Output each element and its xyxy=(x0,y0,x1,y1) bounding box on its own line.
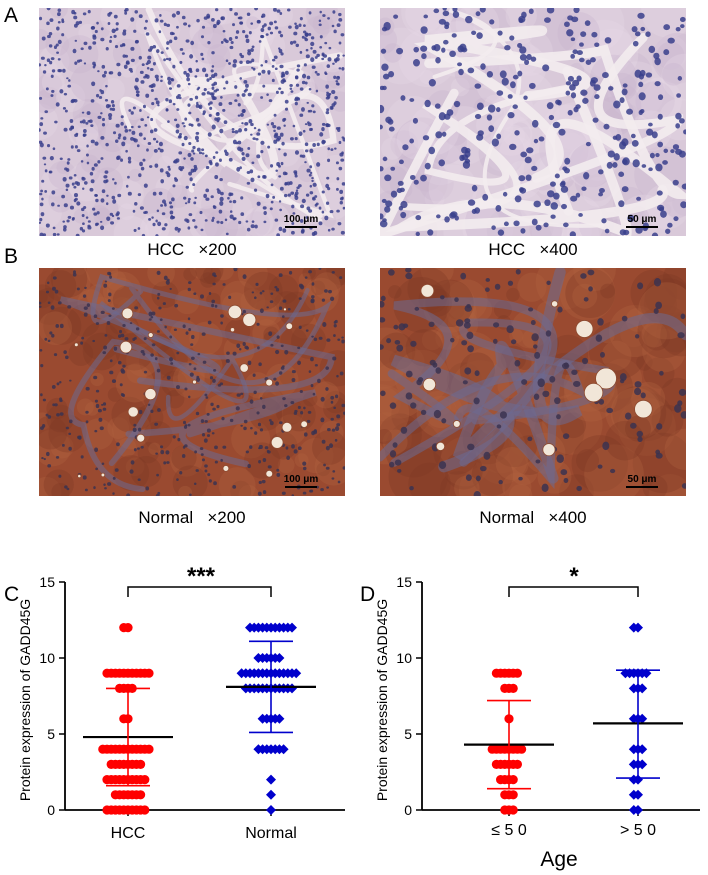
caption-normal-400: Normal ×400 xyxy=(479,508,587,527)
y-axis-label: Protein expression of GADD45G xyxy=(374,599,390,801)
data-point xyxy=(637,744,648,755)
micrograph-hcc-400: 50 μm xyxy=(380,8,686,236)
data-point xyxy=(508,683,518,694)
data-point xyxy=(628,805,639,815)
caption-hcc-400: HCC ×400 xyxy=(488,240,578,259)
panel-label-b: B xyxy=(4,245,19,268)
data-point xyxy=(496,775,506,785)
x-tick-label: > 5 0 xyxy=(620,822,656,839)
data-point xyxy=(628,683,639,694)
data-point xyxy=(508,790,518,800)
data-point xyxy=(628,744,639,755)
data-point xyxy=(517,744,527,754)
data-point xyxy=(491,668,501,678)
data-point xyxy=(274,713,285,724)
data-point xyxy=(144,668,154,678)
data-point xyxy=(278,744,289,755)
data-point xyxy=(512,759,523,770)
scale-bar: 100 μm xyxy=(284,474,319,488)
data-point xyxy=(508,805,518,815)
significance-bracket xyxy=(508,586,639,597)
data-point xyxy=(500,805,510,815)
x-axis-label: Age xyxy=(540,848,577,871)
data-point xyxy=(628,789,639,800)
data-point xyxy=(136,790,146,800)
data-point xyxy=(291,668,302,679)
data-point xyxy=(140,775,150,785)
y-tick-label: 0 xyxy=(47,802,55,818)
scale-bar-label: 100 μm xyxy=(284,474,319,485)
panel-label-c: C xyxy=(4,583,20,606)
data-point xyxy=(500,683,510,694)
significance-label: *** xyxy=(187,563,216,590)
x-tick-label: Normal xyxy=(245,825,297,842)
data-point xyxy=(102,775,112,785)
scale-bar-label: 50 μm xyxy=(628,474,657,485)
data-point xyxy=(500,790,510,800)
y-tick-label: 10 xyxy=(396,650,412,666)
data-point xyxy=(637,759,648,770)
data-point xyxy=(136,759,146,770)
y-tick-label: 10 xyxy=(39,650,55,666)
data-point xyxy=(287,622,297,633)
scale-bar: 50 μm xyxy=(626,214,658,228)
y-tick-label: 5 xyxy=(47,726,55,742)
y-tick-label: 0 xyxy=(404,802,412,818)
scale-bar: 100 μm xyxy=(284,214,319,228)
data-point xyxy=(253,744,264,755)
data-point xyxy=(236,668,247,679)
data-point xyxy=(266,805,276,815)
micrograph-hcc-200: 100 μm xyxy=(39,8,345,236)
data-point xyxy=(266,789,276,800)
y-tick-label: 15 xyxy=(396,574,412,590)
panel-label-d: D xyxy=(360,583,376,606)
data-point xyxy=(512,668,523,678)
data-point xyxy=(102,805,112,815)
scale-bar-label: 50 μm xyxy=(628,214,657,225)
data-point xyxy=(628,774,639,785)
data-point xyxy=(140,805,150,815)
dot-plot-c: 0 5 10 15 Protein expression of GADD45G HCC No… xyxy=(17,563,345,842)
y-axis-label: Protein expression of GADD45G xyxy=(17,599,33,801)
micrograph-normal-200: 100 μm xyxy=(39,268,345,496)
data-point xyxy=(144,744,154,754)
data-point xyxy=(119,714,129,724)
y-tick-label: 15 xyxy=(39,574,55,590)
caption-hcc-200: HCC ×200 xyxy=(147,240,237,259)
caption-normal-200: Normal ×200 xyxy=(138,508,246,527)
data-point xyxy=(245,622,255,633)
data-point xyxy=(637,683,648,694)
data-point xyxy=(628,713,639,724)
data-point xyxy=(98,744,108,754)
data-point xyxy=(257,713,268,724)
data-point xyxy=(487,744,497,754)
x-tick-label: HCC xyxy=(111,825,146,842)
panel-label-a: A xyxy=(4,4,19,27)
data-point xyxy=(266,774,276,785)
data-point xyxy=(491,759,501,770)
micrograph-normal-400: 50 μm xyxy=(380,268,686,496)
data-point xyxy=(253,653,264,663)
data-point xyxy=(628,622,639,633)
data-point xyxy=(119,623,129,633)
data-point xyxy=(110,790,120,800)
significance-label: * xyxy=(569,563,579,590)
data-point xyxy=(106,759,116,770)
scale-bar-label: 100 μm xyxy=(284,214,319,225)
scale-bar: 50 μm xyxy=(626,474,658,488)
data-point xyxy=(508,775,518,785)
data-point xyxy=(274,653,285,663)
data-point xyxy=(637,713,648,724)
y-tick-label: 5 xyxy=(404,726,412,742)
data-point xyxy=(102,668,112,678)
dot-plot-d: 0 5 10 15 Protein expression of GADD45G ≤ 5 0… xyxy=(374,563,700,871)
significance-bracket xyxy=(127,586,272,597)
x-tick-label: ≤ 5 0 xyxy=(491,822,527,839)
data-point xyxy=(628,759,639,770)
